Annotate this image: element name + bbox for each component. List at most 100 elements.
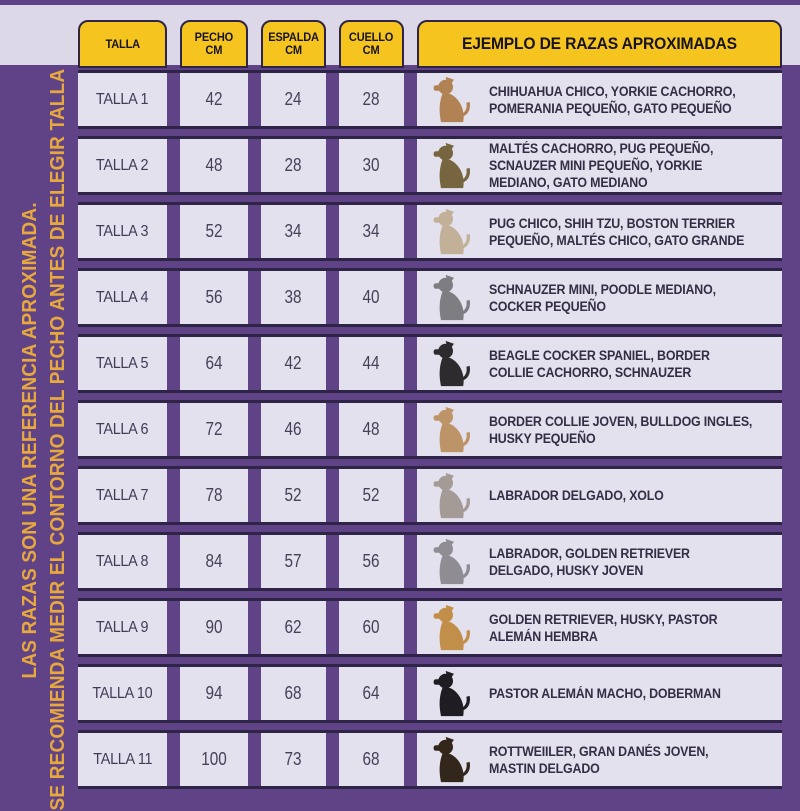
cell-razas: ROTTWEIILER, GRAN DANÉS JOVEN, MASTIN DE… [417,733,782,786]
table-row: TALLA 6 72 46 48 BORDER COLLIE JOVEN, BU… [78,400,782,459]
dog-photo-doberman-icon [431,670,475,718]
pecho-value: 48 [205,155,223,175]
pecho-value: 90 [205,617,223,637]
talla-label: TALLA 8 [96,552,149,570]
size-table: TALLA PECHO CM ESPALDA CM CUELLO CM EJEMPLO… [78,20,782,796]
cell-pecho: 90 [180,601,248,654]
pecho-value: 42 [205,89,223,109]
talla-label: TALLA 4 [96,288,149,306]
espalda-value: 28 [284,155,303,175]
cuello-value: 30 [362,155,381,175]
cell-talla: TALLA 7 [78,469,167,522]
espalda-value: 24 [284,89,303,109]
side-advisory-note: LAS RAZAS SON UNA REFERENCIA APROXIMADA.… [6,69,82,811]
cell-cuello: 34 [339,205,404,258]
cell-pecho: 84 [180,535,248,588]
dog-photo-bulldog-icon [431,406,475,454]
cell-pecho: 48 [180,139,248,192]
cell-razas: LABRADOR DELGADO, XOLO [417,469,782,522]
cell-razas: PASTOR ALEMÁN MACHO, DOBERMAN [417,667,782,720]
cell-espalda: 73 [261,733,326,786]
espalda-value: 34 [284,221,303,241]
table-body: TALLA 1 42 24 28 CHIHUAHUA CHICO, YORKIE… [78,70,782,789]
side-note-line1: LAS RAZAS SON UNA REFERENCIA APROXIMADA. [19,201,41,679]
cell-razas: MALTÉS CACHORRO, PUG PEQUEÑO, SCNAUZER M… [417,139,782,192]
cell-espalda: 34 [261,205,326,258]
cuello-value: 60 [362,617,381,637]
talla-label: TALLA 5 [96,354,149,372]
table-row: TALLA 9 90 62 60 GOLDEN RETRIEVER, HUSKY… [78,598,782,657]
espalda-value: 73 [284,749,303,769]
espalda-value: 62 [284,617,303,637]
razas-text: ROTTWEIILER, GRAN DANÉS JOVEN, MASTIN DE… [489,743,709,776]
espalda-value: 57 [284,551,303,571]
dog-photo-schnauzer-icon [431,274,475,322]
cuello-value: 52 [362,485,381,505]
cell-razas: GOLDEN RETRIEVER, HUSKY, PASTOR ALEMÁN H… [417,601,782,654]
cell-cuello: 60 [339,601,404,654]
espalda-value: 38 [284,287,303,307]
cell-talla: TALLA 10 [78,667,167,720]
table-row: TALLA 4 56 38 40 SCHNAUZER MINI, POODLE … [78,268,782,327]
cell-razas: PUG CHICO, SHIH TZU, BOSTON TERRIER PEQU… [417,205,782,258]
cell-espalda: 62 [261,601,326,654]
cell-talla: TALLA 1 [78,73,167,126]
dog-photo-yorkie-icon [431,142,475,190]
razas-text: BORDER COLLIE JOVEN, BULLDOG INGLES, HUS… [489,413,753,446]
pecho-value: 84 [205,551,223,571]
cell-talla: TALLA 4 [78,271,167,324]
cell-cuello: 28 [339,73,404,126]
column-header-espalda: ESPALDA CM [261,20,326,68]
cell-razas: BEAGLE COCKER SPANIEL, BORDER COLLIE CAC… [417,337,782,390]
table-row: TALLA 10 94 68 64 PASTOR ALEMÁN MACHO, D… [78,664,782,723]
dog-photo-golden-retriever-icon [431,604,475,652]
cell-pecho: 52 [180,205,248,258]
cell-talla: TALLA 9 [78,601,167,654]
cell-pecho: 72 [180,403,248,456]
cell-razas: LABRADOR, GOLDEN RETRIEVER DELGADO, HUSK… [417,535,782,588]
talla-label: TALLA 11 [93,750,152,768]
cell-cuello: 30 [339,139,404,192]
cell-talla: TALLA 5 [78,337,167,390]
cell-pecho: 94 [180,667,248,720]
cell-cuello: 64 [339,667,404,720]
cell-espalda: 24 [261,73,326,126]
cell-pecho: 78 [180,469,248,522]
talla-label: TALLA 10 [92,684,153,702]
cell-espalda: 52 [261,469,326,522]
cell-razas: BORDER COLLIE JOVEN, BULLDOG INGLES, HUS… [417,403,782,456]
razas-text: BEAGLE COCKER SPANIEL, BORDER COLLIE CAC… [489,347,710,380]
column-header-pecho: PECHO CM [180,20,248,68]
talla-label: TALLA 9 [96,618,149,636]
dog-photo-dalmatian-icon [431,538,475,586]
cuello-value: 56 [362,551,381,571]
cell-cuello: 56 [339,535,404,588]
cell-razas: SCHNAUZER MINI, POODLE MEDIANO, COCKER P… [417,271,782,324]
cell-talla: TALLA 2 [78,139,167,192]
pecho-value: 72 [205,419,223,439]
cell-pecho: 42 [180,73,248,126]
table-row: TALLA 3 52 34 34 PUG CHICO, SHIH TZU, BO… [78,202,782,261]
table-row: TALLA 11 100 73 68 ROTTWEIILER, GRAN DAN… [78,730,782,789]
dog-photo-chihuahua-icon [431,76,475,124]
cell-cuello: 52 [339,469,404,522]
pecho-value: 56 [205,287,223,307]
razas-text: LABRADOR, GOLDEN RETRIEVER DELGADO, HUSK… [489,545,690,578]
cell-espalda: 42 [261,337,326,390]
cell-espalda: 68 [261,667,326,720]
talla-label: TALLA 3 [96,222,149,240]
pecho-value: 64 [205,353,223,373]
cell-talla: TALLA 6 [78,403,167,456]
cell-cuello: 68 [339,733,404,786]
cell-cuello: 40 [339,271,404,324]
espalda-value: 46 [284,419,303,439]
cell-razas: CHIHUAHUA CHICO, YORKIE CACHORRO, POMERA… [417,73,782,126]
cell-cuello: 44 [339,337,404,390]
cuello-value: 34 [362,221,381,241]
table-row: TALLA 8 84 57 56 LABRADOR, GOLDEN RETRIE… [78,532,782,591]
dog-photo-border-collie-icon [431,340,475,388]
espalda-value: 68 [284,683,303,703]
cell-talla: TALLA 8 [78,535,167,588]
table-row: TALLA 1 42 24 28 CHIHUAHUA CHICO, YORKIE… [78,70,782,129]
